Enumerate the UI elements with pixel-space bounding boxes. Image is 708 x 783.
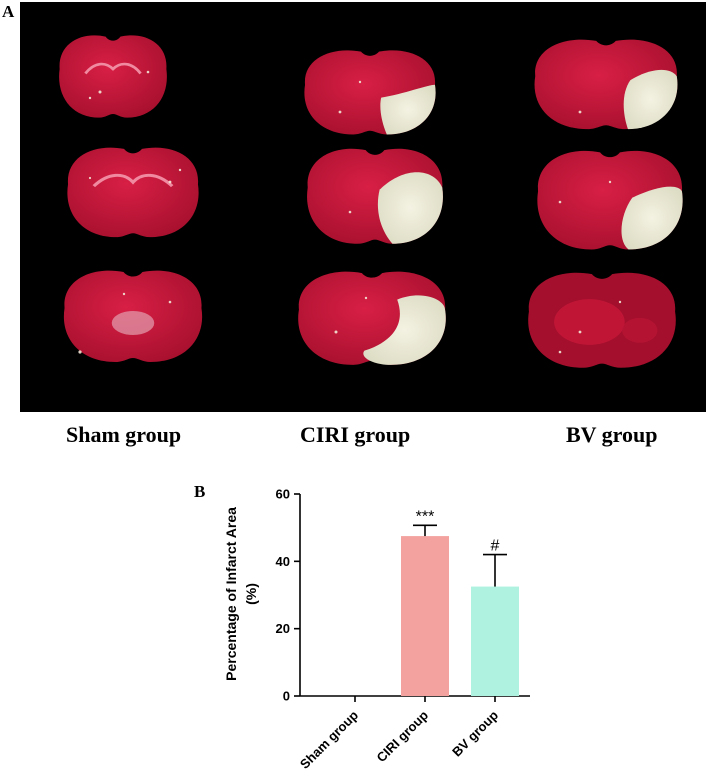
y-axis-title: Percentage of Infarct Area (%): [223, 507, 259, 681]
y-tick-label: 0: [283, 689, 290, 704]
group-label-sham: Sham group: [66, 422, 182, 447]
bv-slice-1: [534, 39, 678, 130]
ciri-slice-3: [298, 271, 446, 365]
bv-slice-3: [528, 272, 676, 368]
group-label-ciri: CIRI group: [300, 422, 411, 447]
y-tick-label: 40: [276, 554, 290, 569]
x-tick-label: CIRI group: [374, 707, 432, 765]
significance-label: ***: [416, 508, 435, 525]
brain-slices-photo: [20, 2, 706, 412]
significance-label: #: [491, 538, 500, 555]
sham-slice-2: [67, 147, 199, 238]
y-tick-label: 60: [276, 487, 290, 502]
bv-slice-2: [537, 150, 683, 250]
x-tick-label: BV group: [449, 707, 501, 759]
y-axis-title-line2: (%): [243, 583, 259, 605]
x-tick-label: Sham group: [297, 707, 361, 771]
infarct-area-bar-chart: Percentage of Infarct Area (%) 0 20 40 60 *…: [223, 487, 530, 772]
group-label-bv: BV group: [566, 422, 658, 447]
panel-label-a: A: [2, 2, 15, 21]
tissue-speckles: [78, 70, 622, 354]
sham-slice-3: [63, 270, 203, 362]
ciri-slice-1: [304, 50, 436, 135]
ciri-slice-2: [307, 148, 443, 244]
y-axis-title-line1: Percentage of Infarct Area: [223, 507, 239, 681]
bar: [471, 586, 519, 696]
sham-slice-1: [59, 35, 167, 118]
bar: [401, 536, 449, 696]
panel-label-b: B: [194, 482, 206, 501]
y-tick-label: 20: [276, 621, 290, 636]
